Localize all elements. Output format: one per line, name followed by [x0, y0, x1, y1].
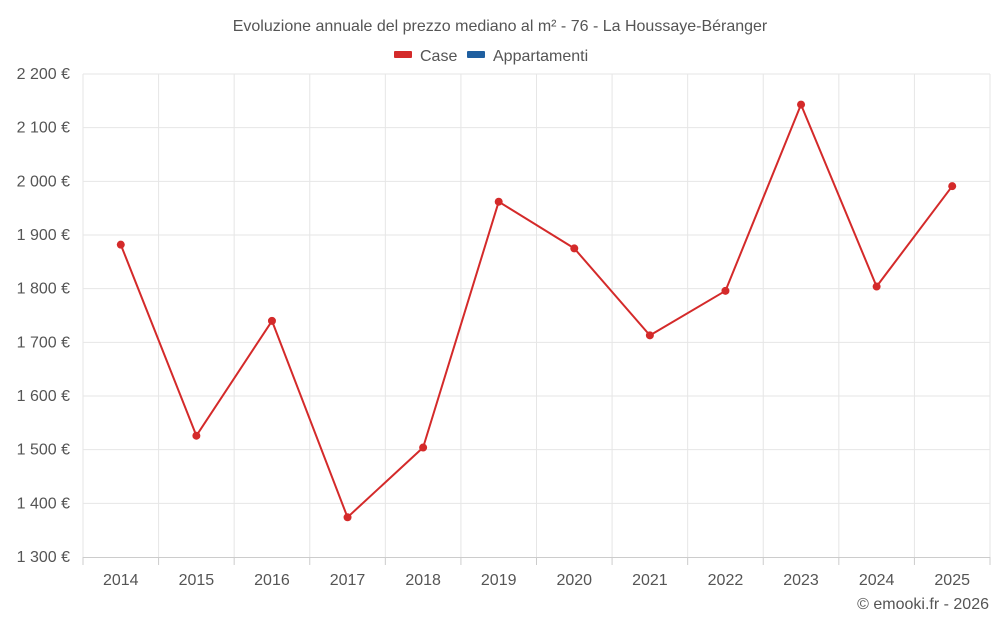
data-point-case[interactable]: [872, 282, 881, 291]
data-point-case[interactable]: [645, 331, 654, 340]
x-tick-label: 2014: [103, 572, 139, 589]
x-tick-label: 2022: [708, 572, 744, 589]
y-tick-label: 2 000 €: [17, 173, 70, 190]
grid: [82, 73, 991, 557]
series-line-case: [119, 103, 953, 519]
x-tick-label: 2025: [934, 572, 970, 589]
data-point-case[interactable]: [192, 431, 201, 440]
legend-swatch-case: [394, 51, 412, 58]
x-tick-label: 2017: [330, 572, 366, 589]
series-case: [116, 100, 957, 522]
data-point-case[interactable]: [419, 443, 428, 452]
y-tick-label: 1 300 €: [17, 549, 70, 566]
data-point-case[interactable]: [494, 197, 503, 206]
y-tick-label: 1 400 €: [17, 495, 70, 512]
legend-swatch-appartamenti: [467, 51, 485, 58]
data-point-case[interactable]: [797, 100, 806, 109]
x-axis: 2014 2015 2016 2017 2018 2019 2020 2021 2022 2023…: [82, 557, 991, 589]
legend-label-appartamenti: Appartamenti: [493, 48, 588, 65]
chart-title: Evoluzione annuale del prezzo mediano al…: [233, 18, 768, 35]
x-tick-label: 2023: [783, 572, 819, 589]
y-tick-label: 1 900 €: [17, 227, 70, 244]
data-point-case[interactable]: [267, 316, 276, 325]
x-tick-label: 2024: [859, 572, 895, 589]
x-tick-label: 2020: [556, 572, 592, 589]
y-tick-label: 1 800 €: [17, 281, 70, 298]
data-point-case[interactable]: [116, 240, 125, 249]
legend-item-case[interactable]: Case: [394, 48, 457, 65]
y-axis: 1 300 € 1 400 € 1 500 € 1 600 € 1 700 € 1 800…: [17, 66, 70, 566]
credit-text: © emooki.fr - 2026: [857, 596, 989, 613]
x-tick-label: 2018: [405, 572, 441, 589]
y-tick-label: 1 500 €: [17, 442, 70, 459]
x-tick-label: 2021: [632, 572, 668, 589]
x-tick-label: 2015: [179, 572, 215, 589]
data-point-case[interactable]: [570, 244, 579, 253]
y-tick-label: 1 700 €: [17, 334, 70, 351]
legend: Case Appartamenti: [394, 48, 588, 65]
y-tick-label: 2 200 €: [17, 66, 70, 83]
y-tick-label: 1 600 €: [17, 388, 70, 405]
data-point-case[interactable]: [343, 513, 352, 522]
data-point-case[interactable]: [721, 286, 730, 295]
y-tick-label: 2 100 €: [17, 120, 70, 137]
x-tick-label: 2016: [254, 572, 290, 589]
legend-item-appartamenti[interactable]: Appartamenti: [467, 48, 588, 65]
legend-label-case: Case: [420, 48, 457, 65]
data-point-case[interactable]: [948, 182, 957, 191]
x-tick-label: 2019: [481, 572, 517, 589]
